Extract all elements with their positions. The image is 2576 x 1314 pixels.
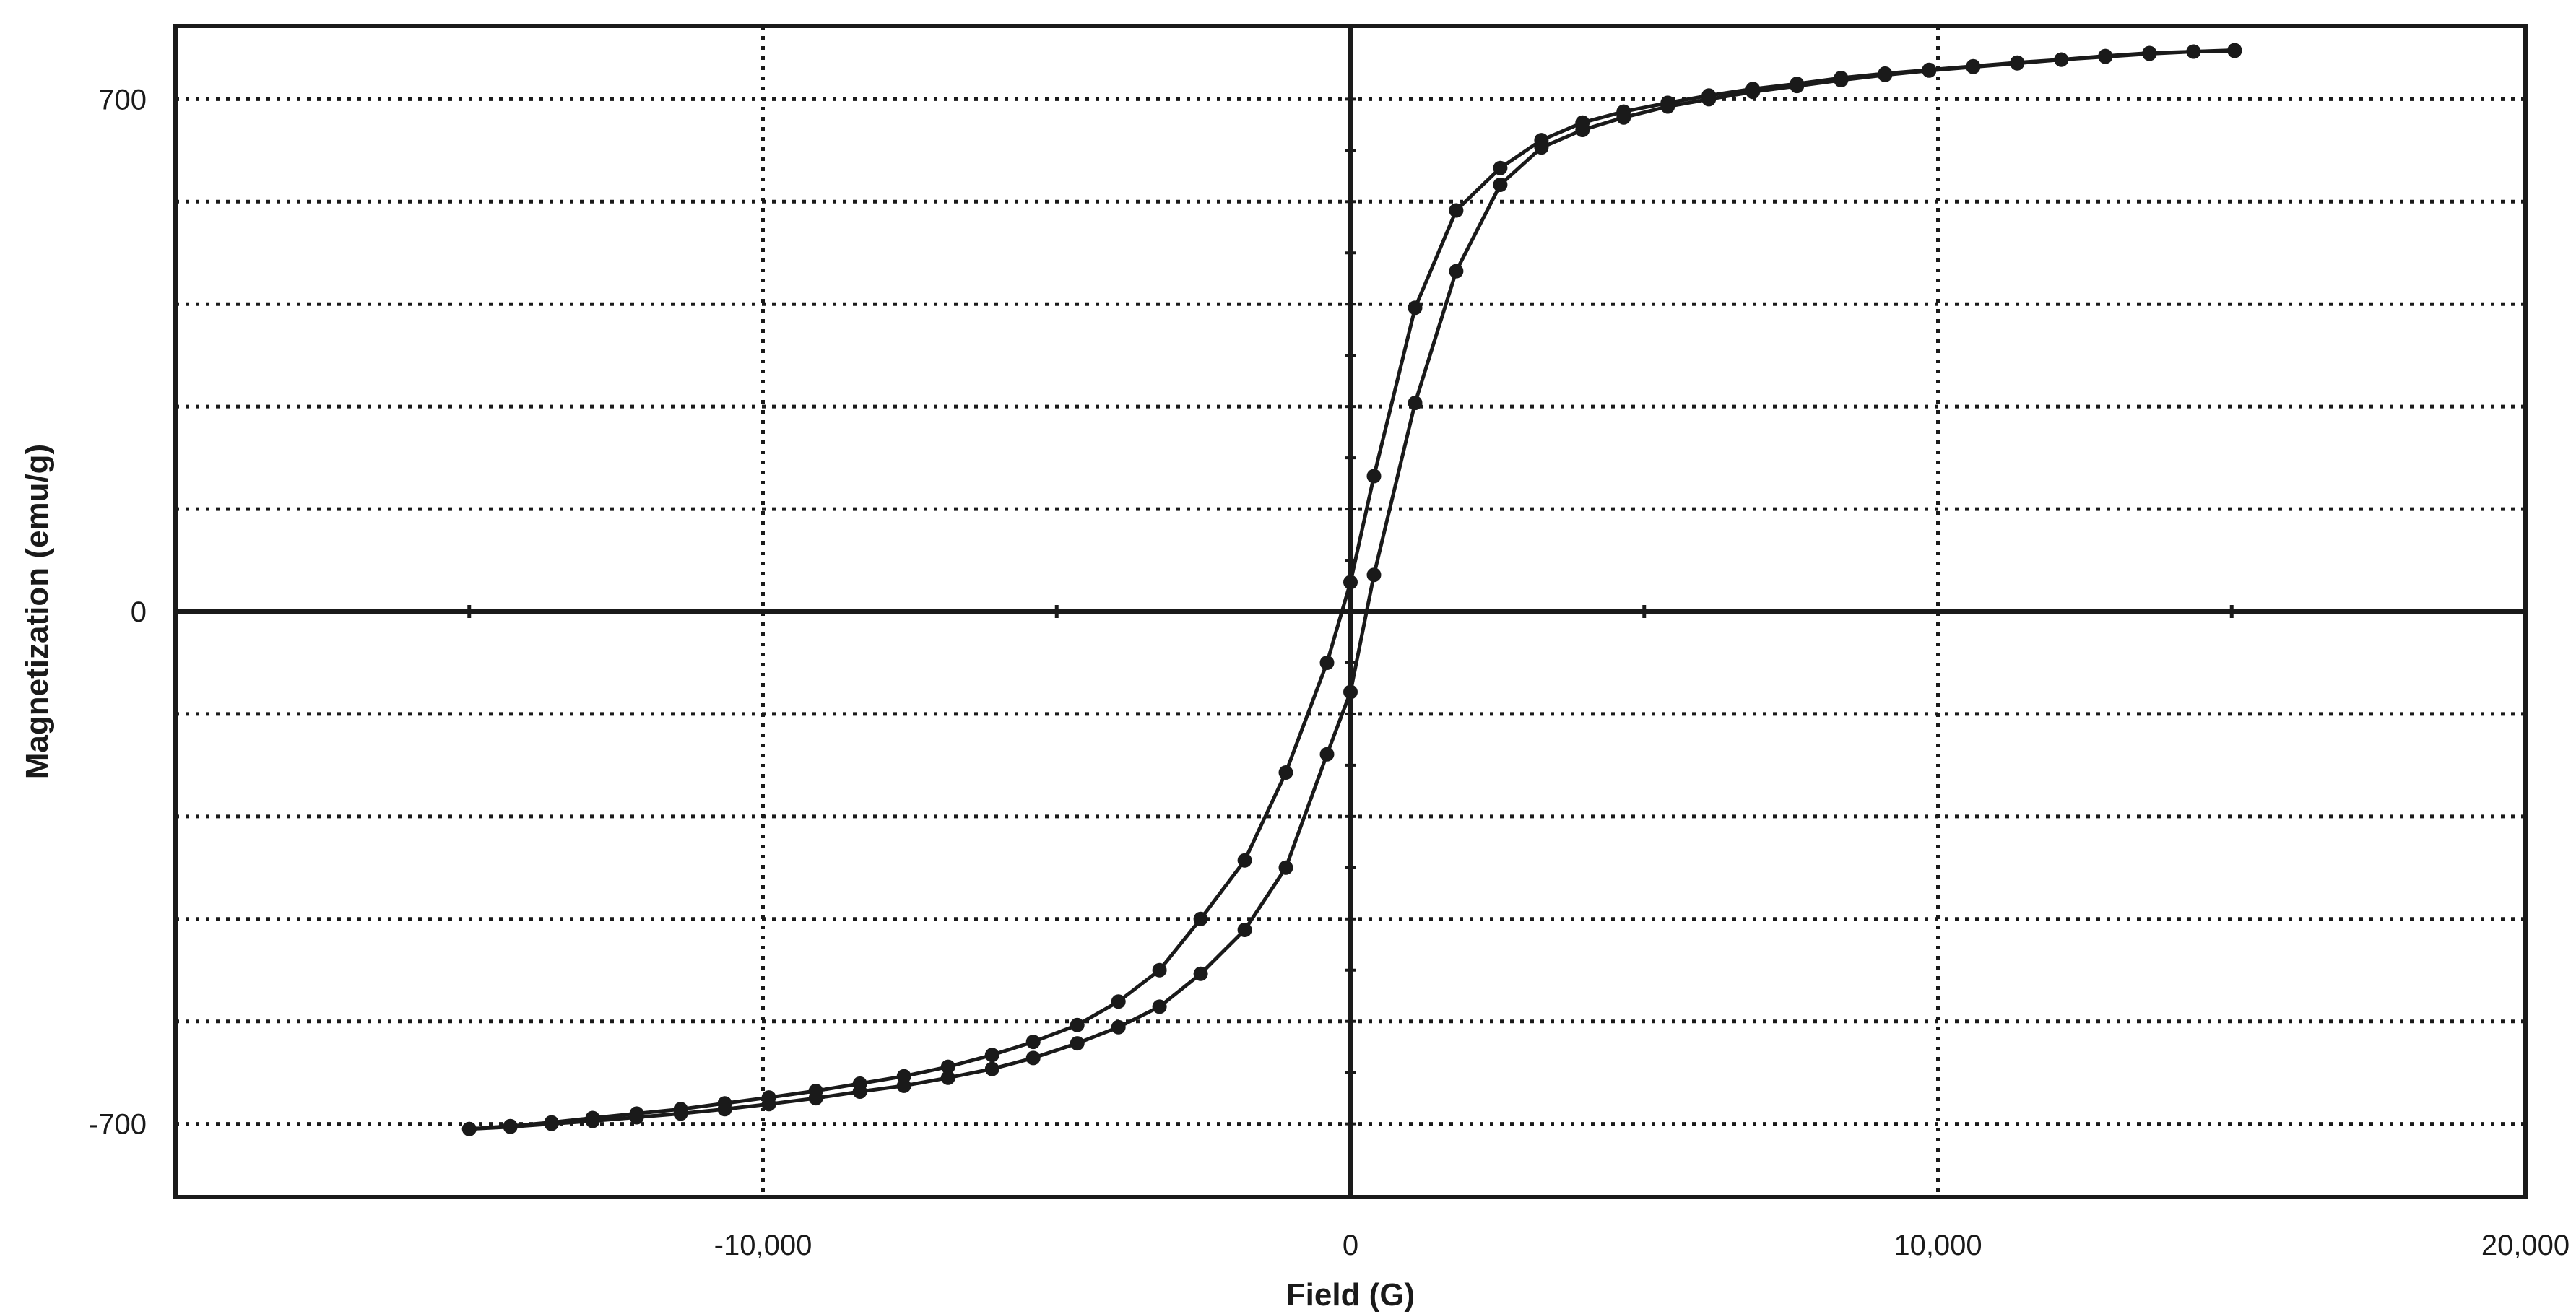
data-point <box>1237 853 1252 868</box>
data-point <box>984 1048 999 1063</box>
data-point <box>1319 747 1335 762</box>
data-point <box>896 1078 911 1093</box>
data-point <box>1111 994 1126 1009</box>
plot-area-border <box>173 24 2528 1199</box>
data-point <box>2054 52 2069 67</box>
data-point <box>940 1059 955 1074</box>
data-point <box>1408 300 1423 316</box>
data-point <box>1966 59 1981 74</box>
data-point <box>1193 911 1208 926</box>
x-axis-title: Field (G) <box>1286 1277 1415 1313</box>
x-tick-label: -10,000 <box>714 1230 812 1261</box>
data-series <box>461 43 2242 1136</box>
data-point <box>585 1113 600 1128</box>
axes <box>175 26 2525 1197</box>
data-point <box>2142 46 2157 61</box>
data-point <box>1237 923 1252 937</box>
data-point <box>1878 67 1893 82</box>
data-point <box>808 1091 823 1106</box>
data-point <box>2227 43 2242 58</box>
data-point <box>1449 203 1464 218</box>
data-point <box>761 1097 776 1112</box>
data-point <box>2098 49 2113 64</box>
data-point <box>1493 178 1508 192</box>
data-point <box>1575 123 1590 137</box>
y-tick-label: 700 <box>98 84 147 116</box>
data-point <box>1366 567 1382 583</box>
data-point <box>717 1102 732 1117</box>
data-point <box>984 1061 999 1076</box>
data-point <box>544 1116 559 1131</box>
data-point <box>1025 1035 1041 1050</box>
data-point <box>1534 140 1549 155</box>
data-point <box>1408 396 1423 411</box>
y-tick-label: -700 <box>89 1109 147 1141</box>
data-point <box>1343 575 1358 590</box>
data-point <box>940 1070 955 1085</box>
data-point <box>1319 656 1335 670</box>
data-point <box>2010 56 2025 71</box>
data-point <box>1193 966 1208 981</box>
data-point <box>1070 1036 1085 1051</box>
data-point <box>1366 469 1382 484</box>
data-point <box>461 1121 477 1136</box>
data-point <box>1278 765 1293 780</box>
data-point <box>1834 73 1849 87</box>
y-axis-title: Magnetization (emu/g) <box>19 444 55 779</box>
data-point <box>673 1106 688 1121</box>
data-point <box>1660 99 1675 114</box>
data-point <box>1111 1019 1126 1035</box>
data-point <box>1493 160 1508 175</box>
data-point <box>1701 92 1717 107</box>
data-point <box>2186 44 2201 59</box>
data-point <box>1449 264 1464 279</box>
data-point <box>852 1084 867 1099</box>
data-point <box>1025 1050 1041 1066</box>
data-point <box>503 1119 518 1134</box>
data-point <box>1616 110 1631 125</box>
data-point <box>1745 84 1761 100</box>
x-tick-label: 20,000 <box>2481 1230 2570 1261</box>
x-tick-label: 10,000 <box>1894 1230 1982 1261</box>
data-point <box>629 1110 644 1125</box>
data-point <box>1152 999 1167 1014</box>
data-point <box>1152 962 1167 978</box>
data-point <box>1070 1017 1085 1032</box>
x-tick-label: 0 <box>1343 1230 1358 1261</box>
tick-labels: -10,000 0 10,000 20,000 700 0 -700 <box>89 84 2570 1261</box>
data-point <box>1922 63 1937 78</box>
data-point <box>1790 79 1805 94</box>
data-point <box>1343 684 1358 700</box>
data-point <box>1278 860 1293 875</box>
y-tick-label: 0 <box>131 596 147 628</box>
